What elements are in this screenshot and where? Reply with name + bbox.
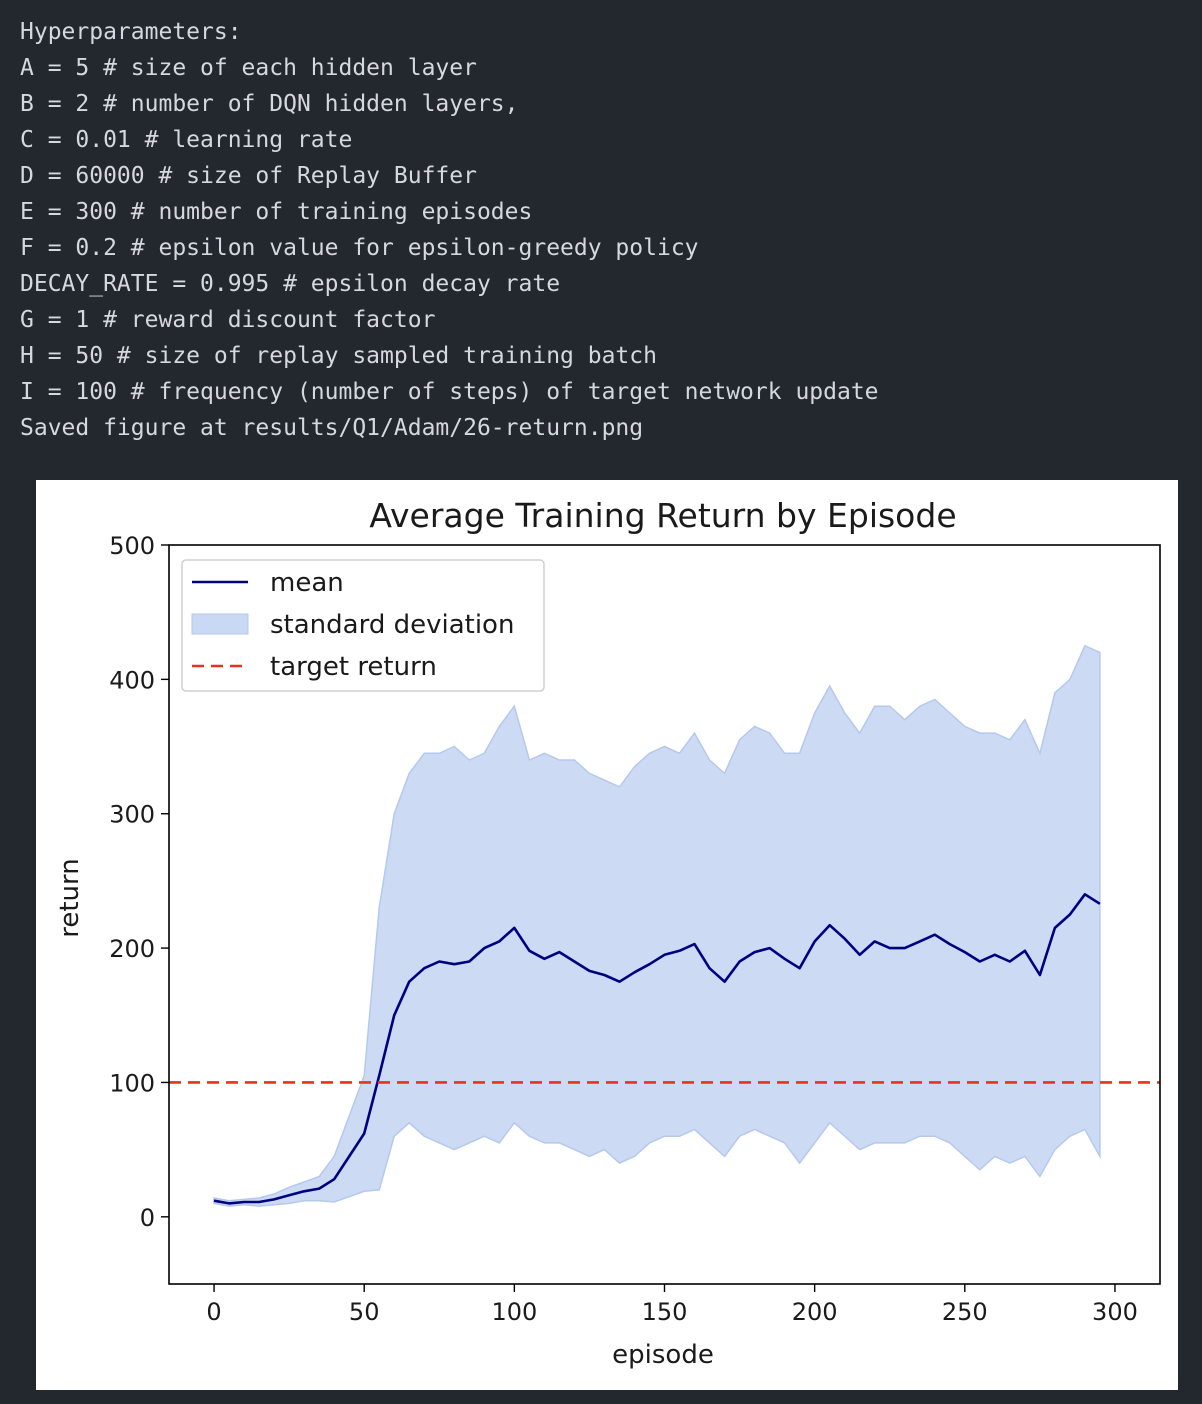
legend-std-swatch — [191, 613, 249, 635]
x-tick-label: 150 — [642, 1298, 688, 1326]
console-line: A = 5 # size of each hidden layer — [20, 55, 477, 81]
y-tick-label: 0 — [140, 1204, 155, 1232]
y-tick-label: 300 — [109, 801, 155, 829]
console-line: DECAY_RATE = 0.995 # epsilon decay rate — [20, 271, 561, 297]
x-tick-label: 200 — [792, 1298, 838, 1326]
legend-box — [181, 559, 545, 692]
console-line: Saved figure at results/Q1/Adam/26-retur… — [20, 415, 644, 441]
mean-line — [213, 892, 1101, 1205]
y-tick-label: 500 — [109, 532, 155, 560]
legend-label: target return — [270, 652, 437, 682]
console-line: F = 0.2 # epsilon value for epsilon-gree… — [20, 235, 699, 261]
console-line: E = 300 # number of training episodes — [20, 199, 533, 225]
console-line: I = 100 # frequency (number of steps) of… — [20, 379, 879, 405]
axes-layer: 0 50 100 150 200 250 300 0 100 200 300 400 500 — [109, 532, 1161, 1326]
console-line: C = 0.01 # learning rate — [20, 127, 353, 153]
console-output: Hyperparameters: A = 5 # size of each hi… — [20, 14, 1180, 446]
y-axis-label: return — [55, 858, 85, 938]
x-tick-label: 50 — [349, 1298, 380, 1326]
console-line: D = 60000 # size of Replay Buffer — [20, 163, 477, 189]
y-tick-label: 200 — [109, 935, 155, 963]
x-tick-label: 0 — [206, 1298, 221, 1326]
x-tick-label: 300 — [1092, 1298, 1138, 1326]
x-tick-label: 100 — [491, 1298, 537, 1326]
legend: mean standard deviation target return — [181, 559, 545, 692]
std-band-layer — [213, 644, 1101, 1207]
console-line: H = 50 # size of replay sampled training… — [20, 343, 657, 369]
y-tick-label: 400 — [109, 666, 155, 694]
y-tick-label: 100 — [109, 1069, 155, 1097]
x-axis-label: episode — [612, 1340, 714, 1370]
legend-label: standard deviation — [270, 610, 514, 640]
figure-image: Average Training Return by Episode retur… — [36, 480, 1178, 1390]
console-line: B = 2 # number of DQN hidden layers, — [20, 91, 519, 117]
legend-label: mean — [270, 568, 344, 598]
mean-line-layer — [213, 892, 1101, 1205]
std-band — [213, 644, 1101, 1207]
console-line: Hyperparameters: — [20, 19, 242, 45]
x-tick-label: 250 — [942, 1298, 988, 1326]
chart-title: Average Training Return by Episode — [369, 496, 956, 535]
return-chart: Average Training Return by Episode retur… — [55, 496, 1161, 1370]
console-line: G = 1 # reward discount factor — [20, 307, 436, 333]
